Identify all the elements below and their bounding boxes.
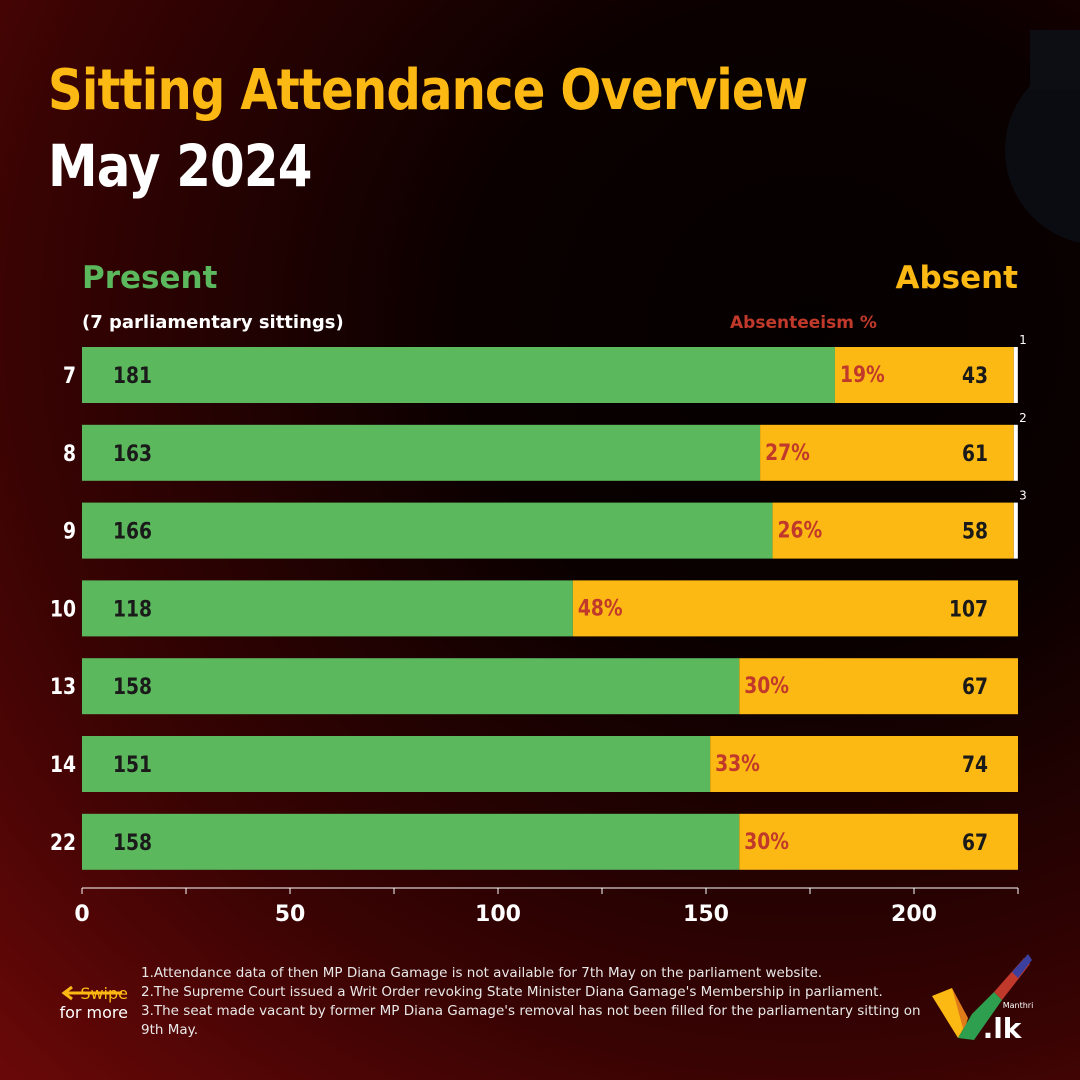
absenteeism-value-label: 33% [715, 751, 760, 777]
present-bar [82, 658, 740, 715]
category-label: 7 [63, 363, 76, 389]
absent-bar [760, 424, 1014, 481]
present-bar [82, 580, 573, 637]
category-label: 10 [50, 596, 76, 622]
footnote-1: 1.Attendance data of then MP Diana Gamag… [141, 965, 823, 981]
footnote-marker: 1 [1019, 333, 1027, 347]
absenteeism-value-label: 26% [778, 517, 823, 543]
manthri-logo: Manthri .lk [932, 954, 1034, 1045]
absent-value-label: 61 [962, 440, 988, 466]
present-value-label: 118 [113, 596, 152, 622]
chart-title: Sitting Attendance Overview [48, 58, 808, 123]
background-decoration [1005, 30, 1080, 243]
absent-value-label: 74 [962, 752, 988, 778]
not-available-bar [1013, 424, 1018, 481]
footnotes: 1.Attendance data of then MP Diana Gamag… [141, 964, 941, 1040]
swipe-arrow-icon[interactable] [60, 985, 124, 1001]
not-available-bar [1013, 502, 1018, 559]
absenteeism-value-label: 30% [744, 828, 789, 854]
absenteeism-label: Absenteeism % [730, 313, 877, 333]
sittings-note: (7 parliamentary sittings) [82, 312, 344, 333]
present-value-label: 181 [113, 363, 152, 389]
absenteeism-value-label: 19% [840, 362, 885, 388]
absent-value-label: 67 [962, 674, 988, 700]
present-bar [82, 813, 740, 870]
present-bar [82, 347, 835, 403]
absent-value-label: 67 [962, 829, 988, 855]
absent-bar [772, 502, 1014, 559]
present-bar [82, 502, 773, 559]
logo-small-text: Manthri [1003, 1001, 1034, 1010]
legend-absent: Absent [895, 260, 1018, 296]
x-tick-label: 0 [74, 902, 89, 927]
present-value-label: 158 [113, 674, 152, 700]
absent-value-label: 43 [962, 363, 988, 389]
attendance-chart: 7 181 43 19% 1 8 163 61 27% 2 9 166 58 26% 3 10 118 107 48… [50, 333, 1027, 927]
present-bar [82, 424, 761, 481]
absenteeism-value-label: 30% [744, 673, 789, 699]
chart-subtitle: May 2024 [48, 132, 312, 200]
x-tick-label: 150 [683, 902, 729, 927]
x-tick-label: 200 [891, 902, 937, 927]
absent-bar [739, 813, 1018, 870]
absent-bar [710, 736, 1018, 792]
present-bar [82, 736, 711, 792]
absent-bar [834, 347, 1014, 403]
footnote-2: 2.The Supreme Court issued a Writ Order … [141, 984, 883, 1000]
swipe-text: Swipe [80, 984, 128, 1003]
legend-present: Present [82, 260, 218, 296]
swipe-subtext: for more [59, 1003, 128, 1022]
present-value-label: 158 [113, 829, 152, 855]
x-tick-label: 50 [275, 902, 306, 927]
footnote-marker: 2 [1019, 411, 1027, 425]
category-label: 22 [50, 829, 76, 855]
absent-value-label: 107 [949, 596, 988, 622]
category-label: 9 [63, 518, 76, 544]
x-tick-label: 100 [475, 902, 521, 927]
present-value-label: 166 [113, 518, 152, 544]
category-label: 8 [63, 440, 76, 466]
absent-bar [572, 580, 1018, 637]
absenteeism-value-label: 27% [765, 439, 810, 465]
absent-value-label: 58 [962, 518, 988, 544]
category-label: 14 [50, 752, 76, 778]
absenteeism-value-label: 48% [578, 595, 623, 621]
absent-bar [739, 658, 1018, 715]
swipe-hint[interactable]: Swipe for more [48, 984, 128, 1022]
category-label: 13 [50, 674, 76, 700]
footnote-3: 3.The seat made vacant by former MP Dian… [141, 1003, 921, 1038]
present-value-label: 151 [113, 752, 152, 778]
present-value-label: 163 [113, 440, 152, 466]
footnote-marker: 3 [1019, 489, 1027, 503]
not-available-bar [1013, 347, 1018, 403]
logo-text: .lk [983, 1012, 1023, 1045]
